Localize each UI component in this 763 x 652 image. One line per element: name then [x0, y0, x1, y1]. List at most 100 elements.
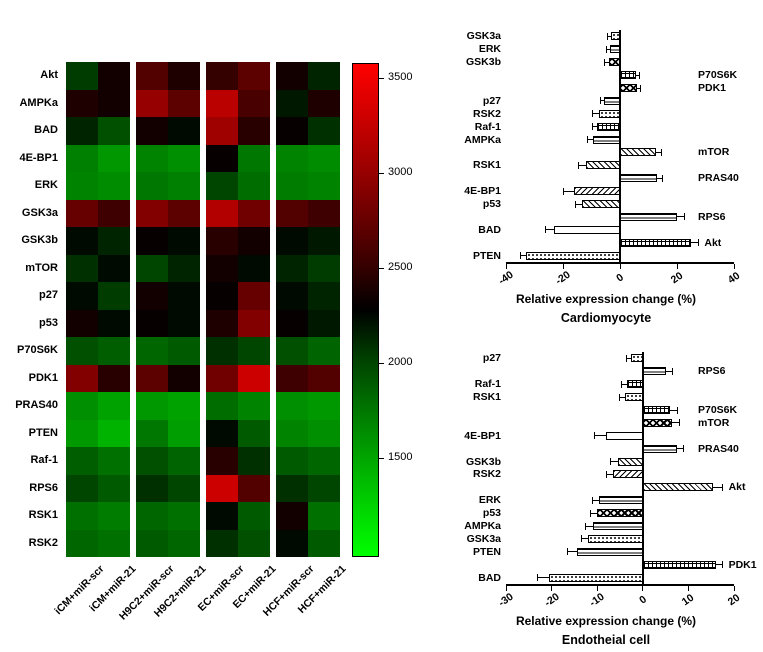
- bar-label: p53: [482, 507, 501, 520]
- heatmap-cell: [308, 199, 340, 227]
- x-axis-tick: [596, 585, 598, 591]
- x-axis-tick: [687, 585, 689, 591]
- bar-label: Akt: [728, 481, 746, 494]
- bar-label: Akt: [704, 236, 722, 249]
- heatmap-cell: [206, 144, 238, 172]
- bar-label: PRAS40: [698, 442, 739, 455]
- heatmap-cell: [308, 89, 340, 117]
- heatmap-cell: [238, 199, 270, 227]
- heatmap-cell: [66, 309, 98, 337]
- heatmap-cell: [276, 474, 308, 502]
- bar-label: BAD: [478, 571, 501, 584]
- bar: [611, 32, 620, 41]
- error-bar: [626, 357, 632, 359]
- bar-label: RSK1: [472, 159, 501, 172]
- bar: [626, 380, 643, 389]
- error-bar-cap: [626, 354, 628, 362]
- heatmap-cell: [206, 309, 238, 337]
- heatmap-cell: [276, 364, 308, 392]
- heatmap-cell: [206, 227, 238, 255]
- heatmap-cell: [206, 474, 238, 502]
- heatmap-cell: [98, 254, 130, 282]
- bar-label: BAD: [478, 223, 501, 236]
- heatmap-cell: [308, 474, 340, 502]
- error-bar: [590, 512, 598, 514]
- heatmap-cell: [66, 529, 98, 557]
- heatmap-cell: [238, 502, 270, 530]
- heatmap-cell: [206, 62, 238, 90]
- bar: [599, 496, 643, 505]
- heatmap-cell: [136, 419, 168, 447]
- error-bar-cap: [578, 161, 580, 169]
- error-bar-cap: [562, 187, 564, 195]
- x-axis-tick-label: -30: [496, 590, 516, 610]
- bar: [631, 354, 643, 363]
- heatmap-cell: [276, 172, 308, 200]
- error-bar-cap: [545, 226, 547, 234]
- error-bar-cap: [660, 148, 662, 156]
- error-bar: [606, 473, 614, 475]
- heatmap-cell: [136, 282, 168, 310]
- heatmap-cell: [238, 392, 270, 420]
- heatmap-cell: [168, 447, 200, 475]
- heatmap-row-label: P70S6K: [17, 344, 58, 356]
- heatmap-cell: [98, 282, 130, 310]
- error-bar: [594, 435, 607, 437]
- heatmap-cell: [308, 282, 340, 310]
- bar: [620, 148, 656, 157]
- error-bar-cap: [606, 45, 608, 53]
- bar-label: p27: [482, 352, 501, 365]
- bar: [642, 444, 677, 453]
- heatmap-cell: [168, 282, 200, 310]
- error-bar: [545, 229, 555, 231]
- heatmap-col-label: HCF+miR-21: [295, 563, 349, 616]
- zero-axis-line: [619, 30, 621, 262]
- bar: [620, 84, 638, 92]
- heatmap-row-label: AMPKa: [19, 96, 58, 109]
- heatmap-cell: [136, 117, 168, 145]
- heatmap-cell: [276, 502, 308, 530]
- heatmap-cell: [66, 282, 98, 310]
- heatmap-row-label: PDK1: [28, 371, 58, 384]
- heatmap-row-label: Raf-1: [30, 454, 58, 466]
- error-bar: [592, 499, 600, 501]
- heatmap-cell: [308, 117, 340, 145]
- bar-label: mTOR: [698, 146, 730, 159]
- heatmap-col-label: H9C2+miR-21: [151, 563, 209, 620]
- x-axis-label: Relative expression change (%): [515, 614, 697, 628]
- heatmap-cell: [276, 309, 308, 337]
- error-bar: [520, 255, 526, 257]
- heatmap-cell: [168, 529, 200, 557]
- bar: [574, 187, 620, 196]
- error-bar: [575, 203, 582, 205]
- heatmap-cell: [168, 254, 200, 282]
- error-bar: [578, 164, 586, 166]
- heatmap-cell: [238, 117, 270, 145]
- heatmap-cell: [136, 474, 168, 502]
- x-axis-line: [506, 262, 734, 264]
- bar: [597, 509, 643, 518]
- heatmap-cell: [168, 172, 200, 200]
- error-bar: [672, 422, 680, 424]
- bar: [620, 212, 677, 221]
- heatmap-row-label: RSK1: [28, 509, 58, 521]
- heatmap-cell: [168, 62, 200, 90]
- error-bar: [637, 87, 641, 89]
- bar: [610, 45, 620, 54]
- heatmap-cell: [206, 172, 238, 200]
- heatmap-cell: [238, 89, 270, 117]
- heatmap-cell: [206, 419, 238, 447]
- heatmap-cell: [66, 447, 98, 475]
- bar: [620, 71, 636, 80]
- error-bar: [592, 113, 599, 115]
- error-bar-cap: [592, 110, 594, 118]
- colorbar-tick-label: 3500: [388, 71, 413, 84]
- heatmap-cell: [308, 337, 340, 365]
- heatmap-cell: [98, 172, 130, 200]
- colorbar-tick: [379, 172, 384, 174]
- error-bar: [621, 383, 627, 385]
- heatmap-cell: [66, 172, 98, 200]
- heatmap-row-label: Akt: [40, 69, 58, 81]
- error-bar: [677, 216, 685, 218]
- bar: [613, 470, 643, 479]
